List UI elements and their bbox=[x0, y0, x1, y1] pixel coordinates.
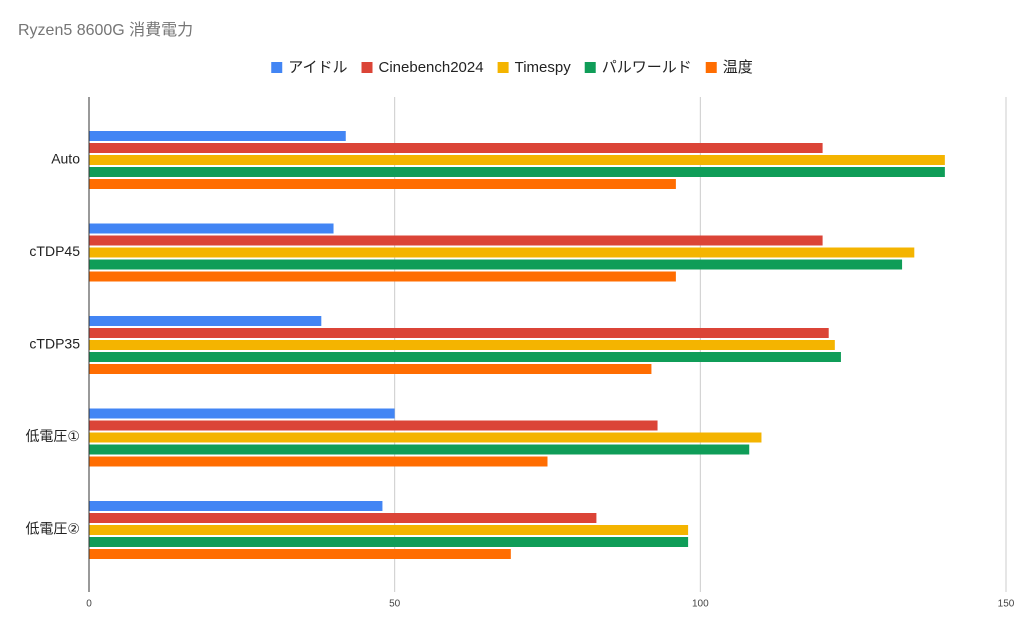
bar bbox=[89, 167, 945, 177]
legend-label: Timespy bbox=[515, 59, 572, 76]
legend-swatch bbox=[271, 62, 283, 73]
x-tick-label: 0 bbox=[86, 599, 92, 610]
legend-label: アイドル bbox=[288, 59, 347, 76]
bar bbox=[89, 247, 915, 258]
bar bbox=[89, 131, 346, 141]
y-tick-label: 低電圧② bbox=[25, 521, 80, 537]
bar bbox=[89, 432, 762, 443]
bar bbox=[89, 444, 750, 455]
bar bbox=[89, 364, 652, 374]
bar bbox=[89, 179, 676, 189]
bar bbox=[89, 328, 829, 338]
legend-swatch bbox=[705, 62, 717, 73]
bar bbox=[89, 352, 841, 362]
legend-label: パルワールド bbox=[602, 59, 692, 76]
legend-label: Cinebench2024 bbox=[379, 59, 484, 76]
y-tick-label: cTDP35 bbox=[29, 336, 80, 352]
bar bbox=[89, 456, 548, 467]
bar bbox=[89, 340, 835, 350]
y-tick-label: 低電圧① bbox=[25, 428, 80, 444]
legend-label: 温度 bbox=[723, 59, 753, 76]
x-tick-label: 150 bbox=[998, 599, 1015, 610]
legend-swatch bbox=[361, 62, 373, 73]
y-tick-label: Auto bbox=[51, 151, 80, 167]
bar bbox=[89, 155, 945, 165]
bar bbox=[89, 537, 689, 547]
chart-title: Ryzen5 8600G 消費電力 bbox=[18, 21, 193, 39]
y-tick-label: cTDP45 bbox=[29, 243, 80, 259]
bar bbox=[89, 143, 823, 153]
bar bbox=[89, 525, 689, 535]
x-tick-label: 100 bbox=[692, 599, 709, 610]
bar bbox=[89, 501, 383, 511]
bar bbox=[89, 513, 597, 523]
bar bbox=[89, 316, 322, 326]
x-tick-label: 50 bbox=[389, 599, 401, 610]
legend-swatch bbox=[497, 62, 509, 73]
bar bbox=[89, 408, 395, 419]
bar bbox=[89, 420, 658, 431]
bar bbox=[89, 235, 823, 246]
bar bbox=[89, 271, 676, 282]
bar bbox=[89, 549, 511, 559]
legend-swatch bbox=[584, 62, 596, 73]
bar bbox=[89, 259, 903, 270]
bar bbox=[89, 223, 334, 234]
